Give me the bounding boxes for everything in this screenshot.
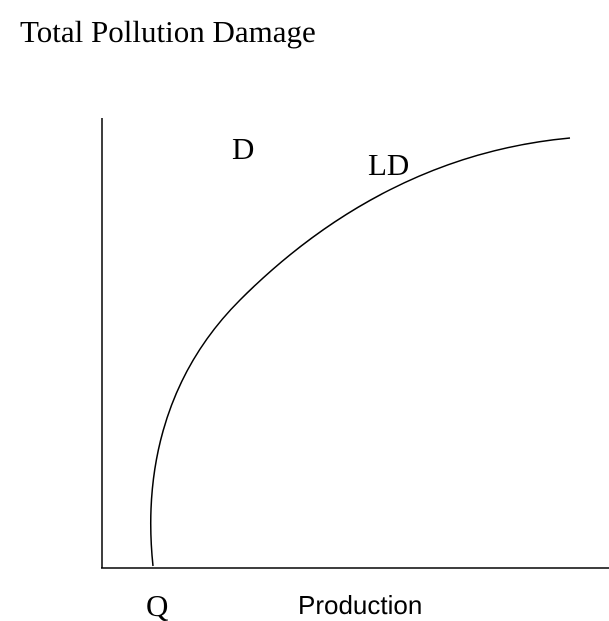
curve-label: LD bbox=[368, 147, 409, 182]
damage-curve bbox=[150, 137, 571, 567]
x-point-label: Q bbox=[146, 588, 168, 621]
x-axis-label: Production bbox=[298, 590, 422, 620]
title: Total Pollution Damage bbox=[20, 14, 316, 49]
point-label: D bbox=[232, 131, 254, 166]
